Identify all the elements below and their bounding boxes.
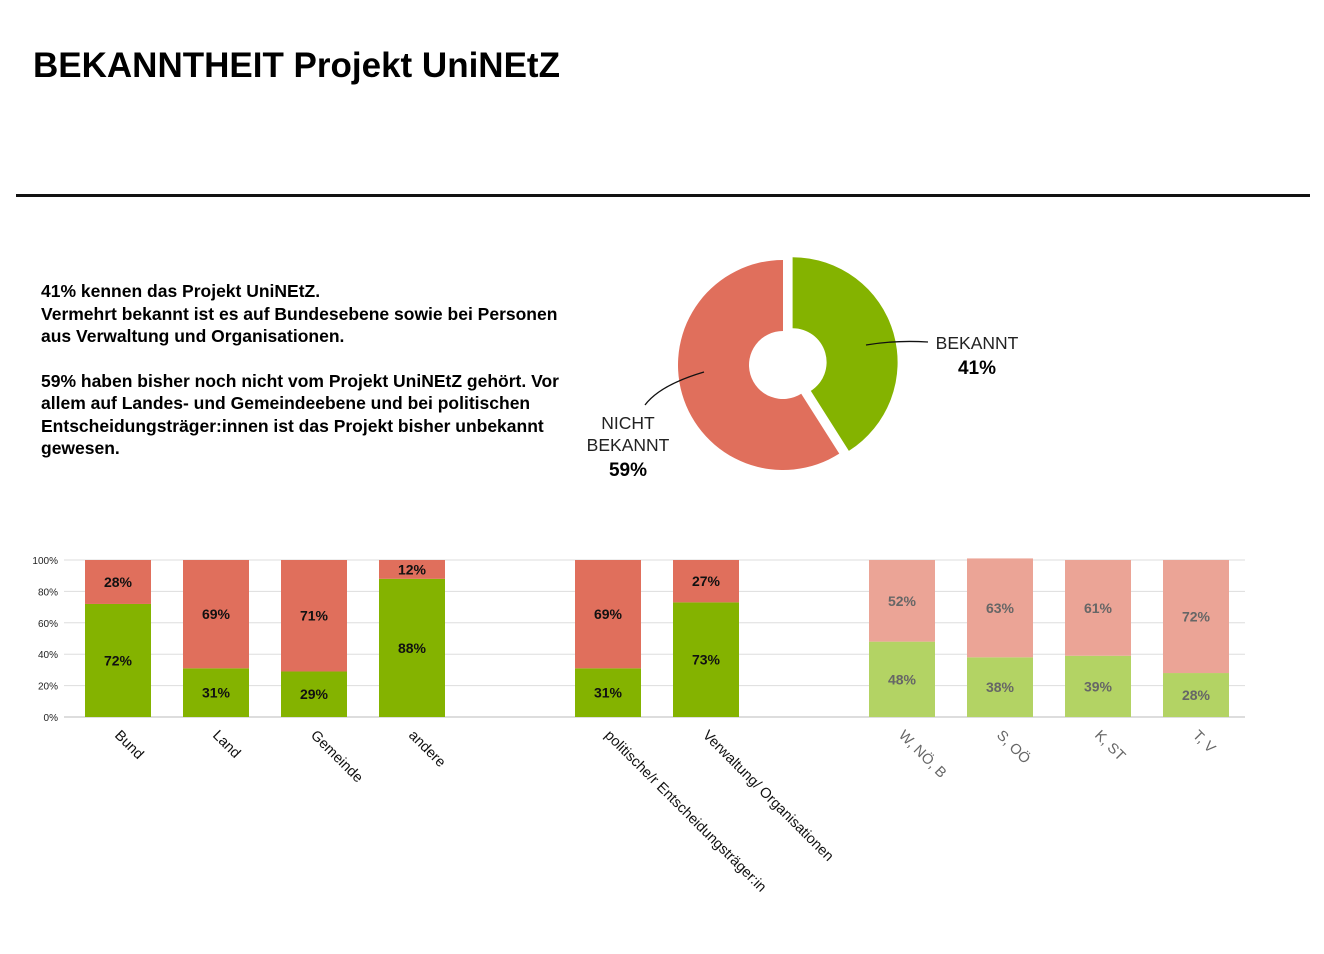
bar-value-label: 39% [1084, 678, 1113, 694]
summary-unknown: 59% haben bisher noch nicht vom Projekt … [41, 370, 559, 459]
donut-value: 59% [609, 460, 647, 481]
bar-value-label: 72% [1182, 609, 1211, 625]
y-tick-label: 100% [32, 556, 58, 567]
bar-value-label: 63% [986, 600, 1015, 616]
bar-segment [869, 641, 935, 717]
bar-segment [281, 671, 347, 717]
y-tick-label: 40% [38, 650, 58, 661]
summary-text: 41% kennen das Projekt UniNEtZ. Vermehrt… [41, 280, 561, 482]
bar-value-label: 72% [104, 652, 133, 668]
y-tick-label: 60% [38, 619, 58, 630]
donut-value: 41% [958, 358, 996, 379]
bar-value-label: 52% [888, 593, 917, 609]
bar-segment [869, 560, 935, 642]
bar-segment [85, 560, 151, 604]
bar-value-label: 38% [986, 679, 1015, 695]
bar-segment [575, 668, 641, 717]
bar-segment [673, 602, 739, 717]
bar-segment [85, 603, 151, 717]
bar-value-label: 88% [398, 640, 427, 656]
y-tick-label: 80% [38, 587, 58, 598]
bar-value-label: 73% [692, 652, 721, 668]
title-divider [16, 194, 1310, 197]
bar-value-label: 61% [1084, 600, 1113, 616]
donut-label: NICHT [601, 413, 655, 433]
bar-segment [1163, 560, 1229, 674]
x-tick-label: T, V [1189, 728, 1218, 757]
y-tick-label: 20% [38, 682, 58, 693]
bar-value-label: 48% [888, 671, 917, 687]
bar-value-label: 31% [594, 685, 623, 701]
y-tick-label: 0% [44, 713, 59, 724]
leader-line [865, 340, 929, 346]
bar-segment [183, 560, 249, 669]
bar-segment [379, 560, 445, 579]
x-tick-label: S, OÖ [993, 726, 1034, 767]
bar-segment [575, 560, 641, 669]
bar-segment [1163, 673, 1229, 717]
x-tick-label: K, ST [1091, 728, 1128, 765]
donut-label: BEKANNT [587, 435, 670, 455]
bar-segment [1065, 655, 1131, 717]
summary-known: 41% kennen das Projekt UniNEtZ. Vermehrt… [41, 281, 558, 346]
bar-value-label: 69% [202, 606, 231, 622]
page-title: BEKANNTHEIT Projekt UniNEtZ [33, 46, 560, 85]
bar-value-label: 69% [594, 606, 623, 622]
x-tick-label: andere [405, 728, 448, 771]
bar-value-label: 12% [398, 561, 427, 577]
bar-value-label: 31% [202, 685, 231, 701]
donut-label: BEKANNT [936, 333, 1019, 353]
bar-value-label: 29% [300, 686, 329, 702]
bar-value-label: 28% [1182, 687, 1211, 703]
bar-segment [1065, 560, 1131, 656]
bar-value-label: 71% [300, 608, 329, 624]
donut-slice [678, 260, 840, 470]
bar-segment [967, 657, 1033, 717]
bar-segment [673, 560, 739, 603]
donut-slice [792, 257, 898, 451]
bar-segment [379, 578, 445, 717]
bar-value-label: 28% [104, 574, 133, 590]
x-tick-label: W, NÖ, B [895, 726, 950, 781]
leader-line [644, 371, 705, 406]
bar-segment [281, 560, 347, 672]
x-tick-label: Gemeinde [307, 728, 366, 787]
bar-segment [967, 558, 1033, 658]
x-tick-label: politische/r Entscheidungsträger:in [601, 728, 769, 896]
x-tick-label: Land [209, 728, 243, 762]
bar-segment [183, 668, 249, 717]
bar-value-label: 27% [692, 573, 721, 589]
x-tick-label: Bund [111, 728, 146, 763]
